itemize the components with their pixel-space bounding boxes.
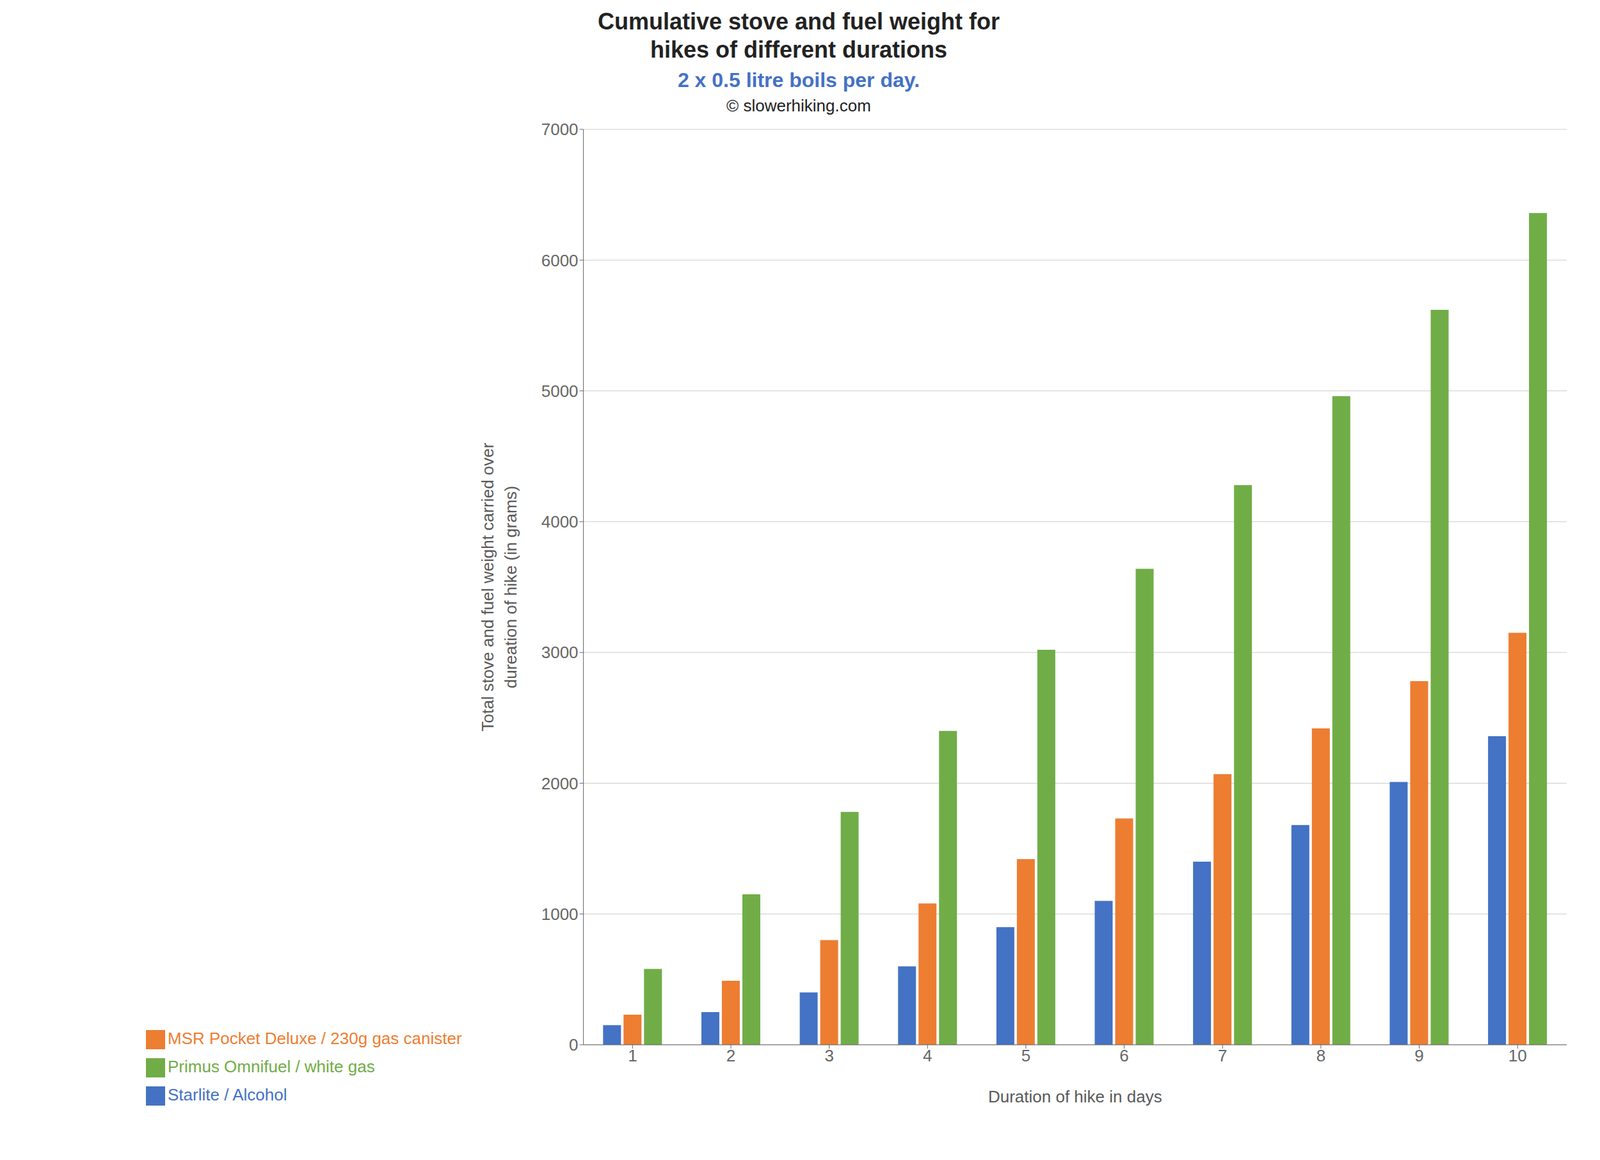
html-text:Cumulative stove and fuel weig: Cumulative stove and fuel weight for [597,8,1000,35]
html-text:© slowerhiking.com: © slowerhiking.com [726,96,871,116]
svg-text:6000: 6000 [541,250,579,271]
svg-text:5000: 5000 [541,381,579,401]
html-text:Starlite / Alcohol: Starlite / Alcohol [167,1084,287,1104]
svg-text:3000: 3000 [541,642,579,662]
svg-text:9: 9 [1414,1045,1424,1065]
html-text:Primus Omnifuel / white gas: Primus Omnifuel / white gas [167,1056,375,1076]
svg-text:1: 1 [627,1045,637,1065]
svg-text:2000: 2000 [541,773,579,793]
svg-text:1000: 1000 [541,904,579,924]
html-text:MSR Pocket Deluxe / 230g gas c: MSR Pocket Deluxe / 230g gas canister [167,1028,462,1048]
svg-text:5: 5 [1021,1045,1031,1065]
svg-text:4000: 4000 [541,512,579,532]
svg-text:8: 8 [1316,1045,1326,1065]
svg-text:6: 6 [1119,1045,1129,1065]
svg-text:dureation of hike (in grams): dureation of hike (in grams) [501,485,521,688]
html-text:2 x 0.5 litre boils per day.: 2 x 0.5 litre boils per day. [677,68,920,92]
svg-text:10: 10 [1508,1045,1528,1065]
svg-text:2: 2 [726,1045,736,1065]
svg-text:7: 7 [1217,1045,1227,1065]
svg-text:Total stove and fuel weight ca: Total stove and fuel weight carried over [478,442,498,731]
svg-text:Duration of hike in days: Duration of hike in days [988,1086,1163,1106]
html-text:hikes of different durations: hikes of different durations [650,36,948,63]
svg-text:0: 0 [568,1034,578,1055]
svg-text:4: 4 [922,1045,932,1065]
svg-text:3: 3 [824,1045,834,1065]
svg-text:7000: 7000 [541,119,579,139]
